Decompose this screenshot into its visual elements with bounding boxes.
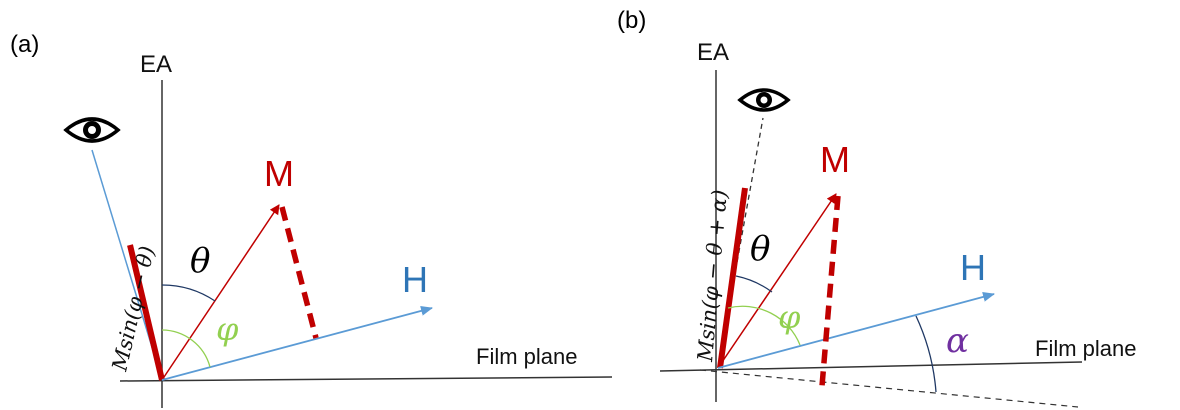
panel-a-magnetization-vector: [161, 204, 280, 381]
panel-b-m-label: M: [820, 139, 850, 180]
panel-b-film-plane-label: Film plane: [1035, 336, 1136, 361]
panel-a-tag: (a): [10, 31, 39, 58]
panel-b-tilted-plane: [699, 369, 1079, 408]
panel-b-dashed-projection: [819, 195, 841, 387]
panel-a: (a) EA Film plane Msin(φ − θ) M H θ φ: [10, 31, 613, 408]
panel-b-alpha-arc: [915, 315, 937, 393]
panel-a-eye-icon: [63, 117, 121, 143]
panel-b-h-label: H: [960, 247, 986, 288]
panel-b-film-plane: [659, 361, 1083, 372]
panel-b-theta-arc: [735, 275, 773, 293]
panel-b: (b) EA Film plane Msin(φ − θ + α) M H θ …: [617, 7, 1136, 408]
panel-a-theta-arc: [161, 284, 216, 302]
panel-a-dashed-projection: [279, 206, 319, 339]
panel-b-theta-label: θ: [750, 229, 770, 269]
panel-b-projection-bar: [717, 187, 748, 369]
panel-a-m-label: M: [264, 153, 294, 194]
panel-b-field-vector: [717, 292, 995, 369]
panel-b-axis-label: EA: [697, 39, 729, 66]
panel-b-magnetization-vector: [717, 193, 837, 369]
panel-a-film-plane-label: Film plane: [476, 344, 577, 369]
panel-b-tag: (b): [617, 7, 646, 34]
panel-b-phi-label: φ: [778, 298, 801, 336]
panel-b-observer-line: [717, 117, 764, 369]
panel-a-field-vector: [161, 306, 433, 381]
panel-a-film-plane: [119, 376, 613, 382]
panel-a-phi-arc: [161, 329, 211, 368]
panel-a-theta-label: θ: [190, 241, 210, 281]
panel-a-phi-label: φ: [216, 310, 239, 348]
panel-a-projection-bar: [127, 244, 165, 381]
panel-a-axis-label: EA: [140, 51, 172, 78]
panel-b-phi-arc: [727, 305, 801, 346]
panel-a-h-label: H: [402, 259, 428, 300]
panel-a-projection-label: Msin(φ − θ): [107, 244, 159, 374]
panel-b-eye-icon: [737, 88, 791, 112]
panel-b-alpha-label: α: [946, 321, 969, 361]
